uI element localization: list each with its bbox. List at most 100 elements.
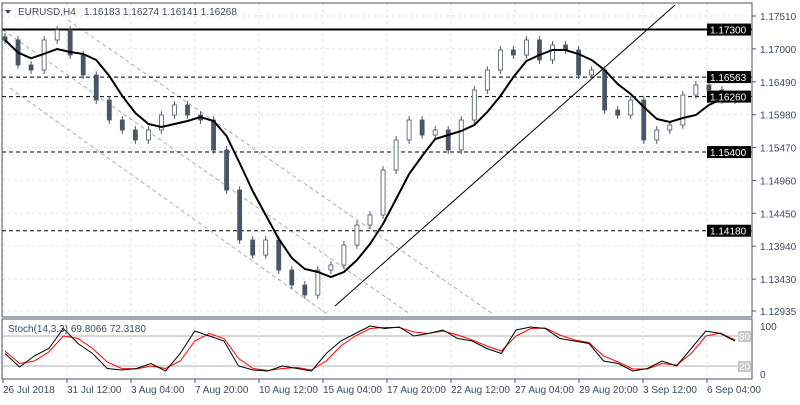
candle-bull (341, 244, 347, 266)
y-tick-label: 1.14960 (760, 176, 797, 187)
candle-bear (289, 269, 295, 286)
x-tick-label: 3 Sep 12:00 (643, 385, 697, 396)
candle-bear (537, 39, 542, 61)
candle-bear (2, 36, 8, 41)
candle-bear (80, 54, 86, 76)
candle-bear (302, 284, 308, 296)
candle-bull (145, 129, 151, 141)
candle-bull (589, 69, 595, 76)
candle-bear (224, 149, 230, 191)
level-label-bg (707, 146, 751, 159)
price-axis: 1.17510 1.17000 1.16490 1.15980 1.15470 1.149… (752, 12, 797, 318)
chart-header: EURUSD,H4 1.16183 1.16274 1.16141 1.1626… (5, 7, 237, 18)
candle-bear (576, 49, 581, 76)
candle-bull (667, 124, 673, 131)
x-tick-label: 17 Aug 20:00 (387, 385, 446, 396)
x-tick-label: 6 Sep 04:00 (707, 385, 761, 396)
symbol-label: EURUSD,H4 (18, 7, 76, 18)
y-tick-label: 1.13430 (760, 275, 797, 286)
dropdown-triangle-icon[interactable] (5, 10, 11, 14)
stochastic-panel-frame (1, 318, 753, 380)
candle-bear (250, 239, 256, 256)
channel-line-middle (2, 29, 411, 315)
candle-bull (315, 269, 321, 296)
stoch-axis-100: 100 (760, 322, 777, 333)
candle-bear (445, 129, 451, 151)
candle-bull (550, 44, 555, 61)
stoch-level-20-bg (738, 361, 751, 372)
x-tick-label: 27 Aug 04:00 (515, 385, 574, 396)
stoch-level-20: 20 (739, 362, 751, 373)
level-label: 1.15400 (710, 148, 747, 159)
candle-bull (367, 214, 373, 226)
candle-bear (211, 119, 216, 151)
candle-bull (432, 129, 438, 136)
stoch-axis-0: 0 (760, 370, 766, 381)
x-tick-label: 26 Jul 2018 (3, 385, 55, 396)
level-label: 1.16260 (710, 93, 747, 104)
candle-bear (28, 64, 34, 71)
candle-bull (654, 129, 660, 141)
candle-bear (602, 69, 608, 111)
y-tick-label: 1.16490 (760, 78, 797, 89)
candle-bull (354, 224, 360, 246)
candle-bull (497, 49, 503, 71)
horizontal-levels (2, 28, 752, 232)
stochastic-label: Stoch(14,3,3) 69.8066 72.3180 (8, 324, 146, 335)
candle-bull (172, 104, 177, 116)
level-label: 1.14180 (710, 227, 747, 238)
candle-bull (159, 114, 164, 131)
candle-bull (524, 39, 529, 56)
level-label: 1.16563 (710, 73, 747, 84)
level-label-bg (707, 90, 751, 103)
candle-bear (510, 49, 516, 56)
x-tick-label: 31 Jul 12:00 (67, 385, 122, 396)
channel-line-lower (9, 87, 328, 315)
candle-bull (263, 239, 269, 256)
candle-bull (54, 29, 60, 41)
channel-line-upper (67, 19, 494, 315)
y-tick-label: 1.15980 (760, 111, 797, 122)
x-tick-label: 22 Aug 12:00 (451, 385, 510, 396)
level-label-bg (707, 23, 751, 36)
candle-bull (680, 94, 686, 126)
candle-bull (471, 89, 477, 121)
candle-bull (484, 69, 490, 91)
stoch-d-line (4, 327, 736, 372)
x-tick-label: 3 Aug 04:00 (131, 385, 185, 396)
x-tick-label: 7 Aug 20:00 (195, 385, 249, 396)
y-tick-label: 1.13940 (760, 242, 797, 253)
time-axis: 26 Jul 2018 31 Jul 12:00 3 Aug 04:00 7 Aug … (2, 379, 761, 396)
candle-bear (237, 189, 243, 241)
candle-bear (706, 84, 712, 91)
candle-bull (380, 169, 386, 216)
stoch-level-80: 80 (739, 332, 751, 343)
x-tick-label: 15 Aug 04:00 (323, 385, 382, 396)
main-plot-frame (1, 2, 753, 318)
candles (2, 26, 738, 299)
candle-bull (328, 264, 334, 271)
candle-bear (132, 129, 138, 141)
ohlc-values: 1.16183 1.16274 1.16141 1.16268 (84, 7, 237, 18)
candle-bear (119, 119, 125, 131)
y-tick-label: 1.12935 (760, 307, 797, 318)
y-tick-label: 1.15470 (760, 144, 797, 155)
candle-bear (641, 99, 647, 141)
candle-bear (67, 29, 73, 56)
candle-bear (419, 119, 425, 136)
candle-bear (93, 74, 99, 101)
uptrend-line (334, 4, 676, 307)
channel-lines (2, 19, 494, 315)
candle-bear (185, 104, 190, 116)
stochastic-panel (2, 325, 752, 372)
stochastic-axis: 100 0 80 20 (738, 322, 777, 381)
candle-bull (628, 99, 634, 116)
candle-bull (406, 119, 412, 141)
candle-bear (615, 109, 621, 116)
x-tick-label: 10 Aug 12:00 (259, 385, 318, 396)
candle-bear (106, 99, 112, 121)
x-tick-label: 29 Aug 20:00 (579, 385, 638, 396)
level-labels: 1.17300 1.16563 1.16260 1.15400 1.14180 (707, 23, 751, 238)
y-tick-label: 1.14450 (760, 209, 797, 220)
level-label-bg (707, 224, 751, 237)
